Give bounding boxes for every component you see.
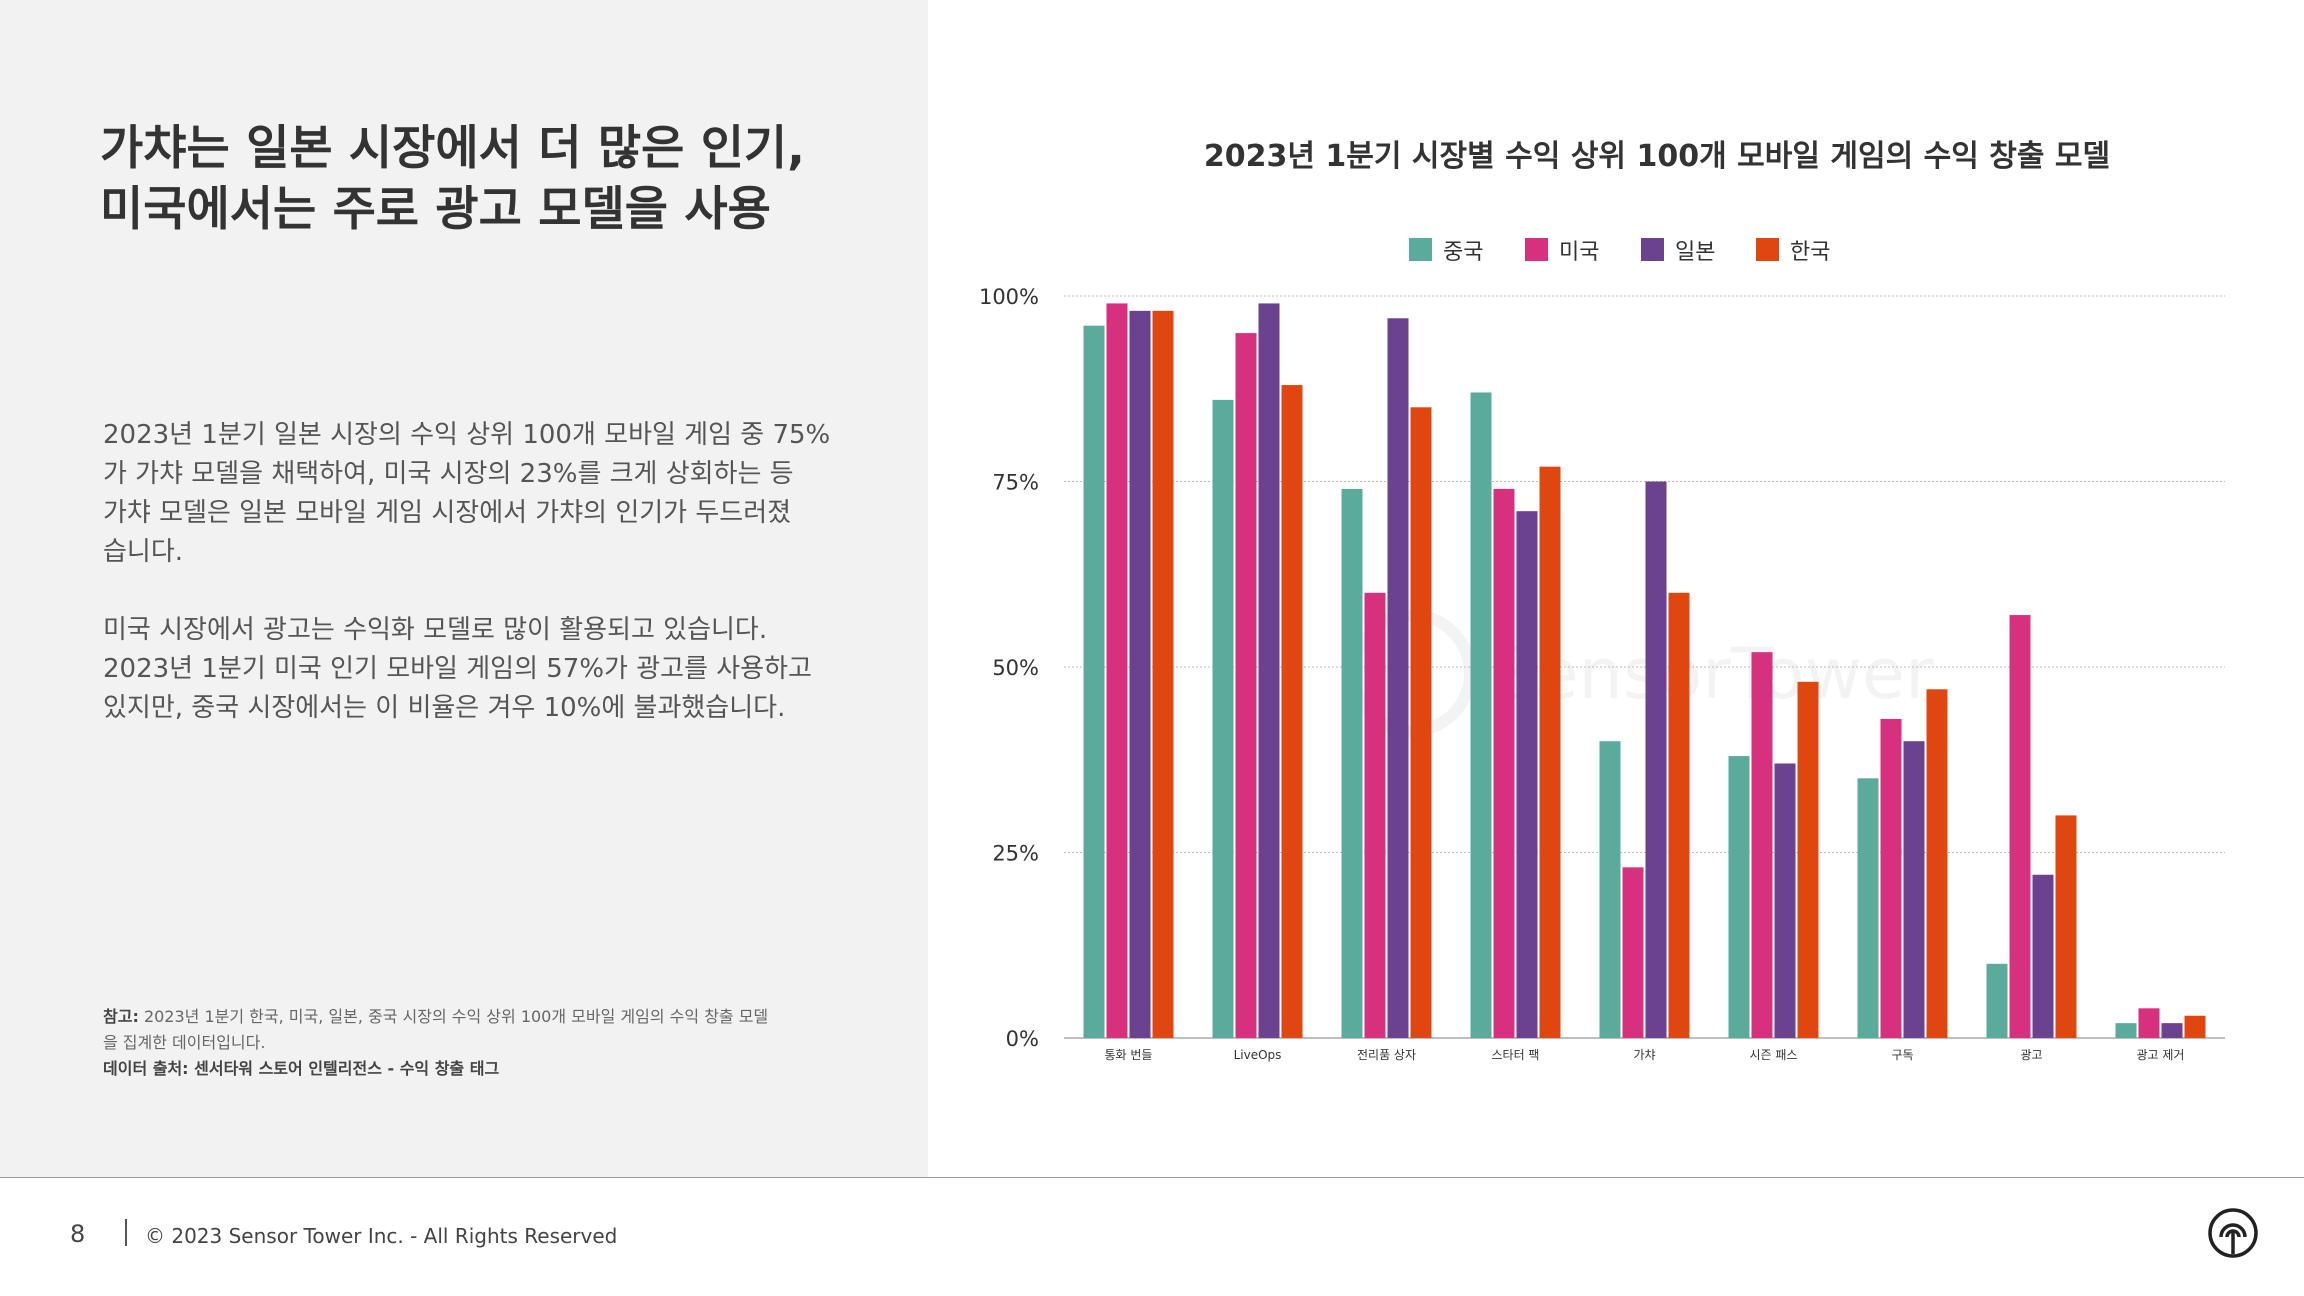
legend-item: 일본: [1641, 238, 1715, 265]
y-tick-label: 75%: [992, 471, 1039, 495]
bar: [1129, 310, 1151, 1039]
note-line-1: 참고: 2023년 1분기 한국, 미국, 일본, 중국 시장의 수익 상위 1…: [103, 1004, 823, 1030]
chart-bars: [1083, 303, 2206, 1039]
bar: [1106, 303, 1128, 1038]
bar: [1235, 333, 1257, 1039]
legend-item: 미국: [1525, 238, 1599, 265]
y-tick-label: 25%: [992, 842, 1039, 866]
legend-swatch: [1756, 238, 1779, 261]
bar: [1341, 488, 1363, 1038]
y-tick-label: 50%: [992, 656, 1039, 680]
bar: [1387, 318, 1409, 1038]
bar: [1645, 481, 1667, 1038]
bar: [1668, 592, 1690, 1038]
x-tick-label: 전리품 상자: [1357, 1048, 1416, 1062]
chart-legend: 중국 미국 일본 한국: [1409, 238, 1830, 265]
paragraph-line: 가챠 모델은 일본 모바일 게임 시장에서 가챠의 인기가 두드러졌: [103, 498, 792, 528]
legend-item: 중국: [1409, 238, 1483, 265]
bar: [1903, 741, 1925, 1038]
watermark: SensorTower: [1348, 609, 1934, 737]
legend-swatch: [1525, 238, 1548, 261]
bar: [1493, 488, 1515, 1038]
x-tick-label: LiveOps: [1234, 1048, 1282, 1062]
bar: [1857, 778, 1879, 1038]
legend-swatch: [1409, 238, 1432, 261]
paragraph-line: 미국 시장에서 광고는 수익화 모델로 많이 활용되고 있습니다.: [103, 615, 768, 645]
x-tick-label: 통화 번들: [1105, 1048, 1153, 1062]
bar: [1470, 392, 1492, 1039]
bar: [1986, 963, 2008, 1038]
data-source-text: 데이터 출처: 센서타워 스토어 인텔리전스 - 수익 창출 태그: [103, 1059, 500, 1078]
bar: [2055, 815, 2077, 1038]
page-number: 8: [70, 1220, 86, 1248]
bar: [1083, 325, 1105, 1038]
paragraph-line: 2023년 1분기 일본 시장의 수익 상위 100개 모바일 게임 중 75%: [103, 420, 831, 450]
x-axis: 통화 번들 LiveOps 전리품 상자 스타터 팩 가챠 시즌 패스 구독 광고 광고 제거: [1105, 1048, 2185, 1062]
headline-line-1: 가챠는 일본 시장에서 더 많은 인기,: [100, 121, 806, 176]
paragraph-line: 습니다.: [103, 537, 184, 567]
paragraph-line: 있지만, 중국 시장에서는 이 비율은 겨우 10%에 불과했습니다.: [103, 693, 786, 723]
left-panel: [0, 0, 928, 1178]
bar: [1516, 511, 1538, 1038]
watermark-text: SensorTower: [1491, 633, 1934, 715]
chart-title: 2023년 1분기 시장별 수익 상위 100개 모바일 게임의 수익 창출 모…: [1204, 139, 2110, 174]
bar: [2009, 615, 2031, 1038]
headline: 가챠는 일본 시장에서 더 많은 인기, 미국에서는 주로 광고 모델을 사용: [100, 118, 880, 240]
footnote: 참고: 2023년 1분기 한국, 미국, 일본, 중국 시장의 수익 상위 1…: [103, 1004, 823, 1082]
data-source: 데이터 출처: 센서타워 스토어 인텔리전스 - 수익 창출 태그: [103, 1056, 823, 1082]
bar: [2184, 1015, 2206, 1038]
headline-line-2: 미국에서는 주로 광고 모델을 사용: [100, 182, 771, 237]
footer-separator: [125, 1219, 127, 1246]
bar: [1599, 741, 1621, 1038]
legend-label: 중국: [1443, 240, 1483, 265]
x-tick-label: 광고: [2020, 1048, 2042, 1062]
sensor-tower-logo-icon: [2208, 1208, 2258, 1258]
y-axis: 0% 25% 50% 75% 100%: [979, 285, 1039, 1051]
legend-label: 일본: [1675, 240, 1715, 265]
bar: [2161, 1023, 2183, 1038]
bar: [1926, 689, 1948, 1038]
bar: [1258, 303, 1280, 1038]
bar: [1622, 867, 1644, 1038]
bar: [1728, 756, 1750, 1038]
x-tick-label: 가챠: [1633, 1048, 1655, 1062]
x-tick-label: 구독: [1891, 1048, 1913, 1062]
bar: [1212, 399, 1234, 1038]
paragraph-line: 2023년 1분기 미국 인기 모바일 게임의 57%가 광고를 사용하고: [103, 654, 812, 684]
bar: [1364, 592, 1386, 1038]
bar: [1751, 652, 1773, 1038]
bar: [1880, 718, 1902, 1038]
note-text-1: 2023년 1분기 한국, 미국, 일본, 중국 시장의 수익 상위 100개 …: [143, 1007, 769, 1026]
note-text-2: 을 집계한 데이터입니다.: [103, 1033, 266, 1052]
bar: [1539, 466, 1561, 1038]
x-tick-label: 시즌 패스: [1750, 1048, 1798, 1062]
bar-chart: 2023년 1분기 시장별 수익 상위 100개 모바일 게임의 수익 창출 모…: [979, 139, 2225, 1062]
bar: [1281, 385, 1303, 1038]
bar: [1797, 681, 1819, 1038]
chart-gridlines: [1064, 295, 2225, 1039]
footer-divider: [0, 1177, 2304, 1178]
y-tick-label: 0%: [1006, 1027, 1039, 1051]
y-tick-label: 100%: [979, 285, 1039, 309]
paragraph-us-ads: 미국 시장에서 광고는 수익화 모델로 많이 활용되고 있습니다. 2023년 …: [103, 611, 823, 728]
bar: [2032, 874, 2054, 1038]
paragraph-japan-gacha: 2023년 1분기 일본 시장의 수익 상위 100개 모바일 게임 중 75%…: [103, 416, 831, 572]
copyright: © 2023 Sensor Tower Inc. - All Rights Re…: [145, 1224, 618, 1248]
x-tick-label: 스타터 팩: [1492, 1048, 1540, 1062]
bar: [1774, 763, 1796, 1038]
legend-label: 한국: [1790, 240, 1830, 265]
paragraph-line: 가 가챠 모델을 채택하여, 미국 시장의 23%를 크게 상회하는 등: [103, 459, 794, 489]
legend-item: 한국: [1756, 238, 1830, 265]
bar: [1410, 407, 1432, 1038]
bar: [1152, 310, 1174, 1039]
bar: [2115, 1023, 2137, 1038]
note-label: 참고:: [103, 1007, 139, 1026]
legend-swatch: [1641, 238, 1664, 261]
legend-label: 미국: [1559, 240, 1599, 265]
bar: [2138, 1008, 2160, 1038]
x-tick-label: 광고 제거: [2137, 1048, 2185, 1062]
